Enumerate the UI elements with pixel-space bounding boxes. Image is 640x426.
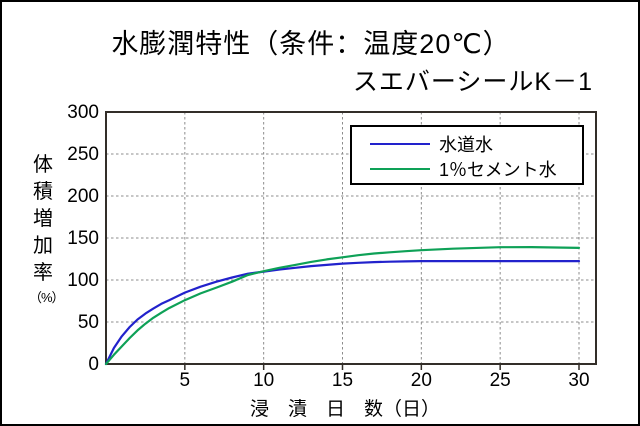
legend: 水道水 1％セメント水 <box>350 125 584 185</box>
y-axis-title-char: 加 <box>33 235 53 257</box>
x-tick-label-30: 30 <box>568 370 589 391</box>
x-tick-label-5: 5 <box>180 370 191 391</box>
x-axis-title: 浸 漬 日 数（日） <box>249 399 440 420</box>
y-axis-title-char: 増 <box>33 208 53 230</box>
legend-item-cement-water: 1％セメント水 <box>352 156 582 181</box>
y-axis-title-char: 積 <box>33 181 53 203</box>
y-tick-label-300: 300 <box>67 102 99 123</box>
legend-label-tap-water: 水道水 <box>439 134 493 155</box>
x-tick-label-25: 25 <box>490 370 511 391</box>
legend-item-tap-water: 水道水 <box>352 131 582 156</box>
tap-water-line-swatch <box>370 142 430 145</box>
plot-border <box>105 111 597 365</box>
x-tick-label-10: 10 <box>253 370 274 391</box>
y-tick-label-0: 0 <box>88 354 99 375</box>
y-tick-label-100: 100 <box>67 270 99 291</box>
curve-cement-water <box>104 246 581 366</box>
legend-label-cement-water: 1％セメント水 <box>439 159 557 180</box>
chart-subtitle: スエバーシールK－1 <box>352 68 593 96</box>
x-tick-label-15: 15 <box>332 370 353 391</box>
y-axis-title-char: 体 <box>33 154 53 176</box>
cement-water-line-swatch <box>370 167 430 170</box>
y-axis-title-char: 率 <box>33 262 53 284</box>
y-tick-label-200: 200 <box>67 186 99 207</box>
y-tick-label-50: 50 <box>78 312 99 333</box>
y-tick-label-150: 150 <box>67 228 99 249</box>
y-axis-unit: （%） <box>29 290 65 305</box>
y-tick-label-250: 250 <box>67 144 99 165</box>
y-axis-title: 体 積 増 加 率 （%） <box>29 152 65 306</box>
x-tick-label-20: 20 <box>411 370 432 391</box>
chart-title: 水膨潤特性（条件：温度20℃） <box>111 29 511 59</box>
